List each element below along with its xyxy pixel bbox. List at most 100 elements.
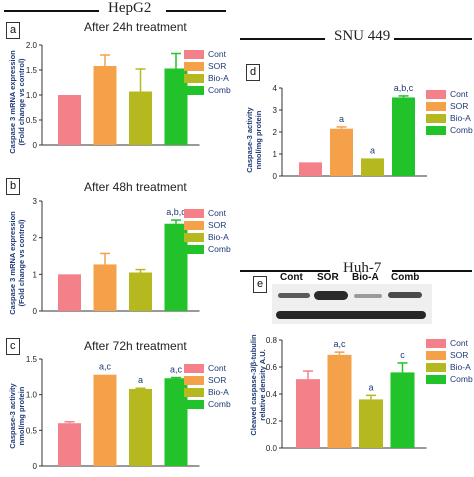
chart-e-ytick-label: 0.6 [266, 363, 278, 372]
legend-swatch [184, 85, 204, 95]
panel-d-ylabel: Caspase-3 activity nmol/mg protein [245, 107, 263, 173]
panel-b-title: After 48h treatment [84, 180, 187, 194]
chart-e-ytick-label: 0.0 [266, 444, 278, 453]
blot-label-sor: SOR [317, 272, 339, 283]
chart-d-annotation: a,b,c [394, 83, 414, 93]
legend-label: Comb [208, 85, 231, 95]
chart-c-bar-comb [164, 378, 188, 466]
legend-label: Cont [450, 89, 468, 99]
legend-label: Cont [208, 49, 226, 59]
legend-item-bio-a: Bio-A [426, 361, 473, 373]
chart-b-bar-bio-a [129, 272, 152, 311]
legend-swatch [426, 113, 446, 123]
legend-swatch [426, 338, 446, 348]
chart-e-bar-bio-a [359, 399, 383, 448]
legend-swatch [184, 244, 204, 254]
chart-a-bar-comb [164, 68, 188, 145]
chart-d-annotation: a [339, 114, 344, 124]
legend-swatch [184, 220, 204, 230]
legend-item-comb: Comb [426, 124, 473, 136]
legend-label: SOR [450, 101, 469, 111]
panel-b-ylabel: Caspase 3 mRNA expression (Fold change vs… [8, 211, 26, 315]
legend-item-cont: Cont [184, 48, 231, 60]
chart-a-bar-cont [58, 95, 81, 145]
legend-e: Cont SOR Bio-A Comb [426, 337, 473, 385]
chart-a-ytick-label: 0.5 [26, 116, 38, 125]
legend-d: Cont SOR Bio-A Comb [426, 88, 473, 136]
legend-a: Cont SOR Bio-A Comb [184, 48, 231, 96]
chart-a-ytick-label: 2.0 [26, 41, 38, 50]
legend-swatch [184, 49, 204, 59]
chart-d-ytick-label: 4 [273, 84, 278, 93]
chart-b-bar-cont [58, 274, 81, 311]
chart-b-ytick-label: 0 [33, 307, 38, 316]
legend-item-comb: Comb [184, 398, 231, 410]
legend-item-cont: Cont [426, 337, 473, 349]
chart-c-bar-sor [93, 374, 117, 466]
chart-c-ytick-label: 0.5 [26, 426, 38, 435]
legend-swatch [426, 362, 446, 372]
chart-b-bar-comb [164, 223, 188, 311]
chart-b-annotation: a,b,c [166, 207, 186, 217]
legend-label: SOR [208, 375, 227, 385]
chart-a-bar-sor [93, 66, 117, 145]
chart-e-bar-comb [390, 372, 415, 448]
panel-c-label: c [6, 338, 20, 355]
legend-item-comb: Comb [184, 84, 231, 96]
blot-label-cont: Cont [280, 272, 303, 283]
legend-label: Cont [208, 363, 226, 373]
header-snu449: SNU 449 [334, 28, 391, 44]
header-hepg2: HepG2 [108, 0, 152, 16]
chart-c-annotation: a [138, 375, 143, 385]
chart-d-ytick-label: 3 [273, 106, 278, 115]
chart-e-annotation: a [368, 382, 373, 392]
chart-c-annotation: a,c [170, 365, 183, 375]
panel-c-ylabel: Caspase-3 activity nmol/mg protein [8, 383, 26, 449]
chart-a-ytick-label: 1.5 [26, 66, 38, 75]
chart-a-ytick-label: 0 [33, 141, 38, 150]
legend-item-bio-a: Bio-A [426, 112, 473, 124]
chart-e-ytick-label: 0.4 [266, 390, 278, 399]
legend-c: Cont SOR Bio-A Comb [184, 362, 231, 410]
chart-e-ytick-label: 0.2 [266, 417, 278, 426]
panel-c-title: After 72h treatment [84, 339, 187, 353]
chart-d-annotation: a [370, 145, 375, 155]
legend-label: Comb [208, 244, 231, 254]
panel-e-label: e [253, 276, 268, 293]
legend-item-sor: SOR [426, 349, 473, 361]
legend-label: Comb [208, 399, 231, 409]
header-rule-huh-a [240, 270, 330, 272]
chart-e-annotation: c [400, 350, 405, 360]
legend-item-sor: SOR [184, 374, 231, 386]
chart-d-ytick-label: 1 [273, 150, 278, 159]
legend-swatch [184, 232, 204, 242]
legend-label: Bio-A [208, 232, 229, 242]
legend-item-comb: Comb [184, 243, 231, 255]
legend-item-comb: Comb [426, 373, 473, 385]
panel-d-label: d [246, 64, 261, 81]
chart-b-bar-sor [93, 264, 117, 311]
legend-label: Bio-A [208, 73, 229, 83]
chart-d-bar-bio-a [361, 158, 384, 176]
blot-band-bioa-top [354, 294, 382, 298]
legend-swatch [184, 399, 204, 409]
legend-swatch [184, 387, 204, 397]
header-rule-huh-b [392, 270, 472, 272]
legend-swatch [426, 350, 446, 360]
blot-band-comb-top [388, 292, 422, 298]
legend-swatch [426, 89, 446, 99]
chart-e-ytick-label: 0.8 [266, 336, 278, 345]
legend-item-cont: Cont [184, 207, 231, 219]
legend-item-bio-a: Bio-A [184, 72, 231, 84]
blot-band-sor-top [314, 291, 348, 300]
legend-item-bio-a: Bio-A [184, 231, 231, 243]
chart-b-ytick-label: 3 [33, 197, 38, 206]
western-blot-image [272, 284, 432, 324]
legend-swatch [426, 374, 446, 384]
legend-swatch [184, 61, 204, 71]
chart-c-ytick-label: 1.5 [26, 355, 38, 364]
header-rule-left-a [4, 10, 99, 12]
legend-swatch [426, 101, 446, 111]
legend-label: SOR [208, 220, 227, 230]
